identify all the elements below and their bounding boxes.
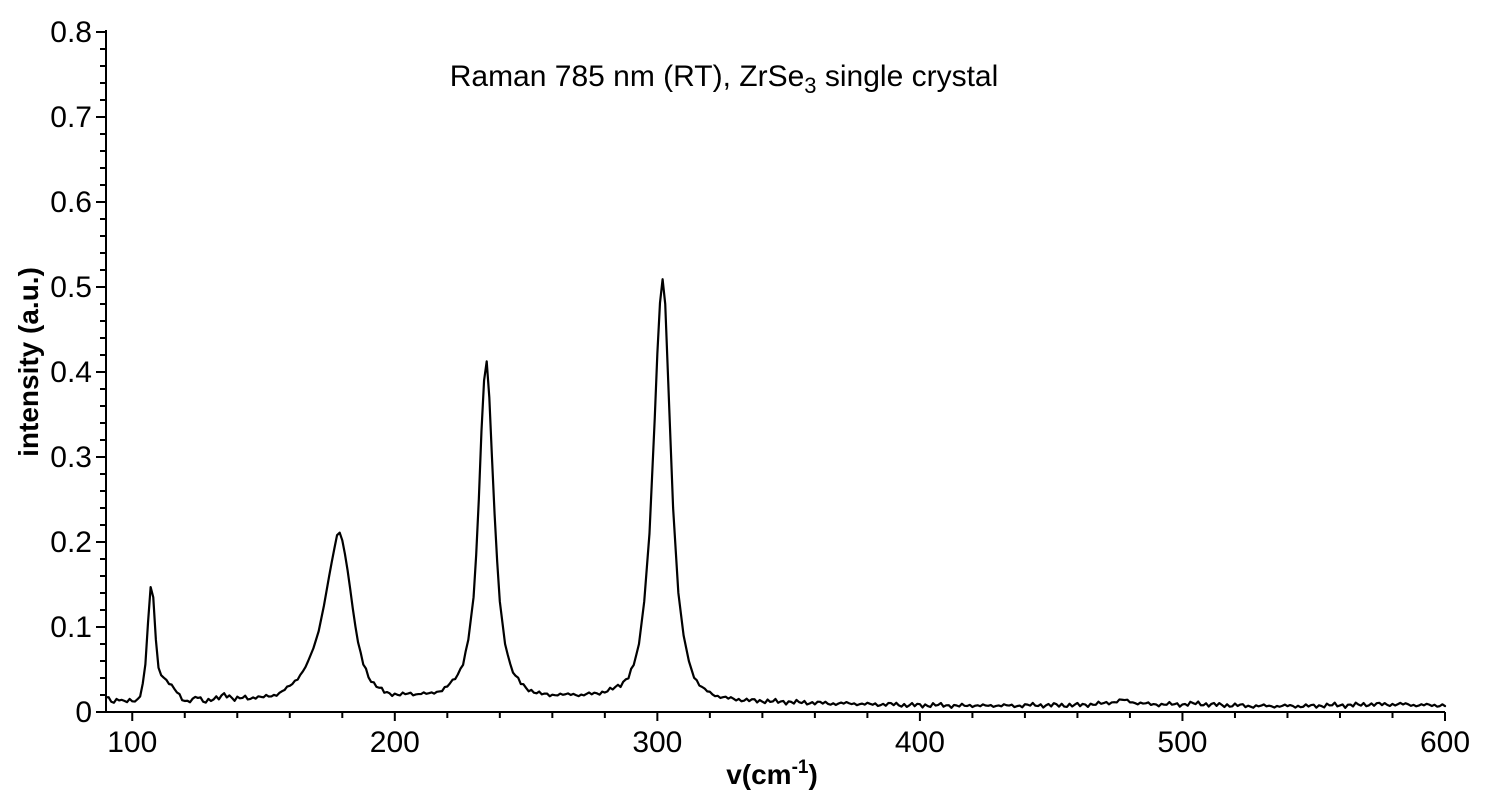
y-tick-label: 0.3 (50, 441, 92, 474)
axes (105, 30, 1445, 713)
y-tick-label: 0.6 (50, 186, 92, 219)
x-tick-label: 400 (895, 726, 945, 759)
spectrum-line (104, 278, 1447, 709)
axis-ticks (96, 31, 1446, 721)
y-tick-label: 0 (75, 696, 92, 729)
axis-tick-labels: 100 200 300 400 500 600 0 0.1 0.2 0.3 0.4 0.5 0.6 0.7… (50, 16, 1470, 759)
chart-title: Raman 785 nm (RT), ZrSe3 single crystal (450, 60, 999, 98)
x-axis-label: v(cm-1) (726, 757, 818, 790)
y-tick-label: 0.4 (50, 356, 92, 389)
y-axis-label: intensity (a.u.) (13, 267, 44, 457)
y-tick-label: 0.5 (50, 271, 92, 304)
y-tick-label: 0.7 (50, 101, 92, 134)
spectrum-series (104, 278, 1447, 709)
y-tick-label: 0.2 (50, 526, 92, 559)
y-tick-label: 0.8 (50, 16, 92, 49)
x-tick-label: 500 (1157, 726, 1207, 759)
y-tick-label: 0.1 (50, 611, 92, 644)
x-tick-label: 100 (107, 726, 157, 759)
axis-lines (105, 30, 1445, 713)
x-tick-label: 300 (632, 726, 682, 759)
x-tick-label: 600 (1420, 726, 1470, 759)
x-tick-label: 200 (370, 726, 420, 759)
